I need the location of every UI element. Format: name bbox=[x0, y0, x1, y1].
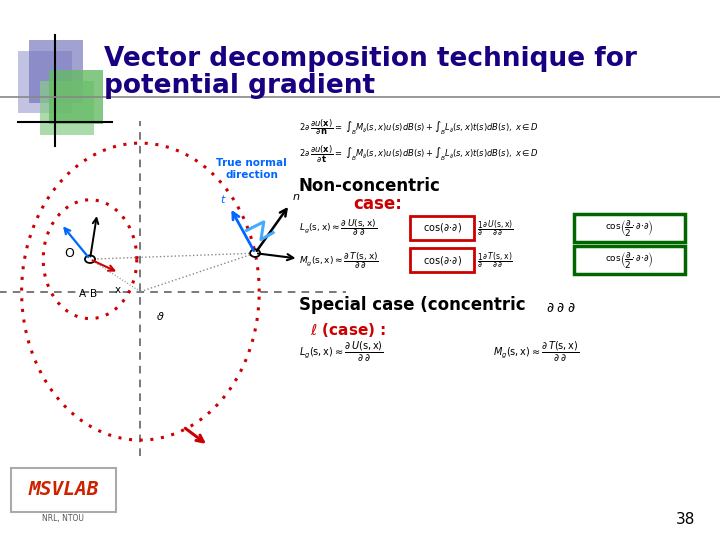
Text: Vector decomposition technique for: Vector decomposition technique for bbox=[104, 46, 637, 72]
Bar bbox=[49, 70, 103, 124]
Text: potential gradient: potential gradient bbox=[104, 73, 376, 99]
Bar bbox=[40, 81, 94, 135]
Text: $\partial\;\partial\;\partial$: $\partial\;\partial\;\partial$ bbox=[546, 301, 576, 315]
Text: $2\partial\,\dfrac{\partial u(\mathbf{x})}{\partial\,\mathbf{n}} =$$\;\int_B M_\: $2\partial\,\dfrac{\partial u(\mathbf{x}… bbox=[299, 117, 539, 137]
Text: $M_g(\mathrm{s},\mathrm{x})\approx\dfrac{\partial\,T(\mathrm{s},\mathrm{x})}{\pa: $M_g(\mathrm{s},\mathrm{x})\approx\dfrac… bbox=[299, 250, 379, 271]
Text: $\dfrac{1}{\partial}\dfrac{\partial\,T(\mathrm{s},\mathrm{x})}{\partial\,\partia: $\dfrac{1}{\partial}\dfrac{\partial\,T(\… bbox=[477, 251, 513, 270]
Text: t: t bbox=[220, 194, 225, 205]
Text: $\dfrac{1}{\partial}\dfrac{\partial\,U(\mathrm{s},\mathrm{x})}{\partial\,\partia: $\dfrac{1}{\partial}\dfrac{\partial\,U(\… bbox=[477, 218, 513, 238]
Text: $2\partial\,\dfrac{\partial u(\mathbf{x})}{\partial\,\mathbf{t}} =$$\;\int_B M_\: $2\partial\,\dfrac{\partial u(\mathbf{x}… bbox=[299, 143, 539, 165]
FancyBboxPatch shape bbox=[574, 246, 685, 274]
FancyBboxPatch shape bbox=[410, 248, 474, 272]
Text: MSVLAB: MSVLAB bbox=[28, 480, 99, 500]
Bar bbox=[29, 40, 83, 103]
Text: $\cos(\partial\!\cdot\!\partial)$: $\cos(\partial\!\cdot\!\partial)$ bbox=[423, 221, 462, 234]
Bar bbox=[18, 51, 72, 113]
Text: case:: case: bbox=[353, 195, 402, 213]
Text: True normal
direction: True normal direction bbox=[216, 158, 287, 180]
Text: $M_g(\mathrm{s},\mathrm{x})\approx\dfrac{\partial\,T(\mathrm{s},\mathrm{x})}{\pa: $M_g(\mathrm{s},\mathrm{x})\approx\dfrac… bbox=[493, 340, 580, 364]
Text: A: A bbox=[79, 289, 86, 299]
Text: B: B bbox=[90, 289, 97, 299]
FancyBboxPatch shape bbox=[574, 214, 685, 242]
Circle shape bbox=[250, 249, 260, 257]
Text: Non-concentric: Non-concentric bbox=[299, 177, 441, 195]
FancyBboxPatch shape bbox=[11, 468, 116, 512]
Text: $\cos\!\left(\dfrac{\partial}{2}\!\cdot\!\partial\!\cdot\!\partial\right)$: $\cos\!\left(\dfrac{\partial}{2}\!\cdot\… bbox=[605, 218, 654, 238]
Text: n: n bbox=[292, 192, 300, 202]
Text: O: O bbox=[64, 247, 74, 260]
Text: $\ell$ (case) :: $\ell$ (case) : bbox=[310, 321, 386, 340]
Text: $\cos\!\left(\dfrac{\partial}{2}\!\cdot\!\partial\!\cdot\!\partial\right)$: $\cos\!\left(\dfrac{\partial}{2}\!\cdot\… bbox=[605, 250, 654, 271]
Text: Special case (concentric: Special case (concentric bbox=[299, 296, 526, 314]
Text: NRL, NTOU: NRL, NTOU bbox=[42, 514, 84, 523]
Circle shape bbox=[85, 255, 95, 263]
Text: $\cos(\partial\!\cdot\!\partial)$: $\cos(\partial\!\cdot\!\partial)$ bbox=[423, 254, 462, 267]
Text: x: x bbox=[115, 285, 122, 295]
Text: $L_g(\mathrm{s},\mathrm{x})\approx\dfrac{\partial\,U(\mathrm{s},\mathrm{x})}{\pa: $L_g(\mathrm{s},\mathrm{x})\approx\dfrac… bbox=[299, 218, 377, 238]
Text: $L_g(\mathrm{s},\mathrm{x})\approx\dfrac{\partial\,U(\mathrm{s},\mathrm{x})}{\pa: $L_g(\mathrm{s},\mathrm{x})\approx\dfrac… bbox=[299, 340, 384, 364]
FancyBboxPatch shape bbox=[410, 216, 474, 240]
Text: $\vartheta$: $\vartheta$ bbox=[156, 310, 165, 322]
Text: 38: 38 bbox=[675, 511, 695, 526]
